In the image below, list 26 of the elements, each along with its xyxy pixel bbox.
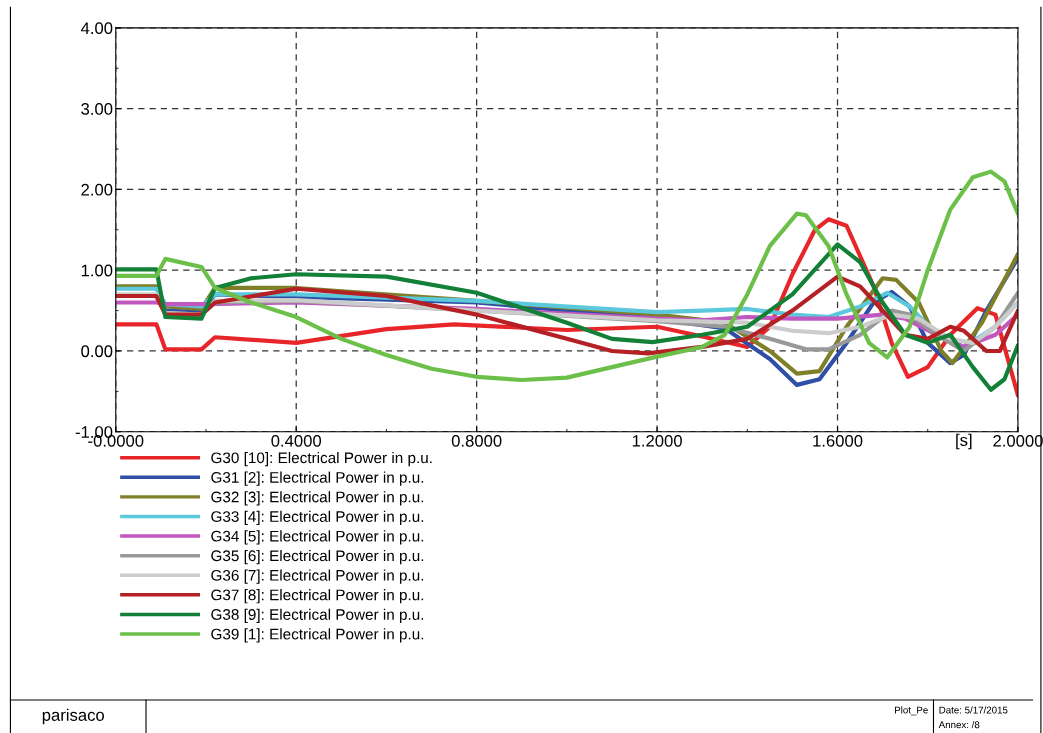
y-tick-label: 4.00: [80, 22, 113, 35]
x-tick-label: 0.8000: [451, 434, 502, 447]
text: Annex: /8: [938, 721, 980, 729]
legend-label: G31 [2]: Electrical Power in p.u.: [211, 471, 424, 486]
legend-label: G39 [1]: Electrical Power in p.u.: [211, 628, 424, 643]
text: Plot_Pe: [895, 706, 928, 716]
legend-label: G38 [9]: Electrical Power in p.u.: [211, 608, 424, 623]
legend-label: G33 [4]: Electrical Power in p.u.: [211, 510, 424, 525]
legend-label: G37 [8]: Electrical Power in p.u.: [211, 589, 424, 604]
y-tick-label: 1.00: [81, 264, 113, 277]
line-series: [115, 274, 1018, 356]
line-series: [115, 169, 1018, 383]
x-tick-label: 1.2000: [632, 434, 682, 447]
x-tick-label: 0.4000: [271, 434, 322, 447]
legend-label: G35 [6]: Electrical Power in p.u.: [211, 549, 424, 565]
y-tick-label: 0.00: [81, 345, 113, 358]
x-tick-label: 1.6000: [813, 434, 863, 447]
x-axis-title: [s]: [956, 433, 972, 450]
y-tick-label: 2.00: [81, 183, 113, 196]
legend-label: G36 [7]: Electrical Power in p.u.: [211, 569, 424, 584]
text: Date: 5/17/2015: [939, 706, 1008, 714]
y-tick-label: 3.00: [81, 103, 113, 115]
legend-label: G32 [3]: Electrical Power in p.u.: [211, 491, 424, 506]
legend-label: G30 [10]: Electrical Power in p.u.: [211, 451, 432, 467]
legend-label: G34 [5]: Electrical Power in p.u.: [211, 530, 424, 545]
text: parisaco: [42, 708, 105, 725]
